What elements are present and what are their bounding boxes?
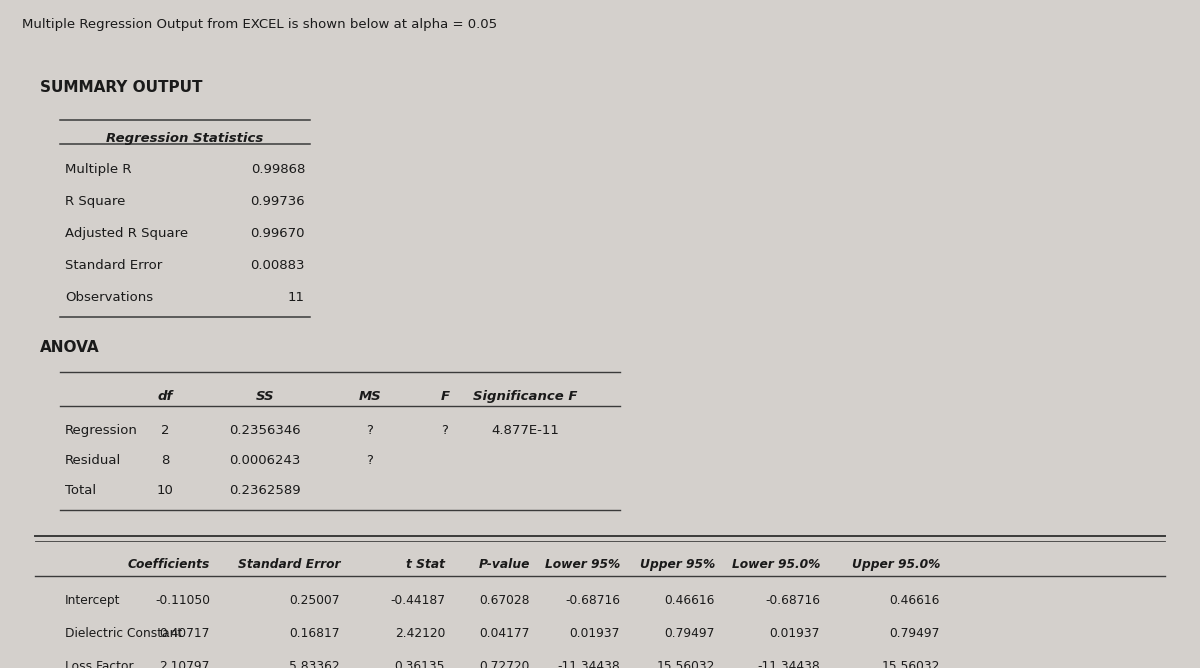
Text: Adjusted R Square: Adjusted R Square [65, 227, 188, 240]
Text: Loss Factor: Loss Factor [65, 660, 133, 668]
Text: Regression Statistics: Regression Statistics [107, 132, 264, 145]
Text: 0.46616: 0.46616 [665, 594, 715, 607]
Text: -0.11050: -0.11050 [155, 594, 210, 607]
Text: 0.99670: 0.99670 [251, 227, 305, 240]
Text: ANOVA: ANOVA [40, 340, 100, 355]
Text: Standard Error: Standard Error [238, 558, 340, 571]
Text: 4.877E-11: 4.877E-11 [491, 424, 559, 437]
Text: 0.25007: 0.25007 [289, 594, 340, 607]
Text: -0.68716: -0.68716 [766, 594, 820, 607]
Text: 0.16817: 0.16817 [289, 627, 340, 640]
Text: 0.36135: 0.36135 [395, 660, 445, 668]
Text: Standard Error: Standard Error [65, 259, 162, 272]
Text: Observations: Observations [65, 291, 154, 304]
Text: MS: MS [359, 390, 382, 403]
Text: Intercept: Intercept [65, 594, 120, 607]
Text: Total: Total [65, 484, 96, 497]
Text: 15.56032: 15.56032 [882, 660, 940, 668]
Text: 0.79497: 0.79497 [665, 627, 715, 640]
Text: 0.0006243: 0.0006243 [229, 454, 301, 467]
Text: -11.34438: -11.34438 [557, 660, 620, 668]
Text: P-value: P-value [479, 558, 530, 571]
Text: -0.44187: -0.44187 [390, 594, 445, 607]
Text: Lower 95%: Lower 95% [545, 558, 620, 571]
Text: SS: SS [256, 390, 275, 403]
Text: 0.01937: 0.01937 [769, 627, 820, 640]
Text: 0.72720: 0.72720 [480, 660, 530, 668]
Text: -0.68716: -0.68716 [565, 594, 620, 607]
Text: 0.46616: 0.46616 [889, 594, 940, 607]
Text: Regression: Regression [65, 424, 138, 437]
Text: 5.83362: 5.83362 [289, 660, 340, 668]
Text: SUMMARY OUTPUT: SUMMARY OUTPUT [40, 80, 203, 95]
Text: Coefficients: Coefficients [127, 558, 210, 571]
Text: ?: ? [442, 424, 449, 437]
Text: df: df [157, 390, 173, 403]
Text: 0.04177: 0.04177 [480, 627, 530, 640]
Text: Multiple R: Multiple R [65, 163, 132, 176]
Text: 0.99868: 0.99868 [251, 163, 305, 176]
Text: -11.34438: -11.34438 [757, 660, 820, 668]
Text: Dielectric Constant: Dielectric Constant [65, 627, 182, 640]
Text: 0.01937: 0.01937 [570, 627, 620, 640]
Text: 0.2362589: 0.2362589 [229, 484, 301, 497]
Text: t Stat: t Stat [406, 558, 445, 571]
Text: 0.67028: 0.67028 [480, 594, 530, 607]
Text: 0.2356346: 0.2356346 [229, 424, 301, 437]
Text: R Square: R Square [65, 195, 125, 208]
Text: 11: 11 [288, 291, 305, 304]
Text: Significance F: Significance F [473, 390, 577, 403]
Text: 2: 2 [161, 424, 169, 437]
Text: Residual: Residual [65, 454, 121, 467]
Text: Upper 95%: Upper 95% [640, 558, 715, 571]
Text: 0.00883: 0.00883 [251, 259, 305, 272]
Text: 0.40717: 0.40717 [160, 627, 210, 640]
Text: F: F [440, 390, 450, 403]
Text: 8: 8 [161, 454, 169, 467]
Text: 10: 10 [156, 484, 174, 497]
Text: Lower 95.0%: Lower 95.0% [732, 558, 820, 571]
Text: Multiple Regression Output from EXCEL is shown below at alpha = 0.05: Multiple Regression Output from EXCEL is… [22, 18, 497, 31]
Text: Upper 95.0%: Upper 95.0% [852, 558, 940, 571]
Text: 2.10797: 2.10797 [160, 660, 210, 668]
Text: ?: ? [366, 424, 373, 437]
Text: 0.79497: 0.79497 [889, 627, 940, 640]
Text: 2.42120: 2.42120 [395, 627, 445, 640]
Text: 0.99736: 0.99736 [251, 195, 305, 208]
Text: ?: ? [366, 454, 373, 467]
Text: 15.56032: 15.56032 [656, 660, 715, 668]
